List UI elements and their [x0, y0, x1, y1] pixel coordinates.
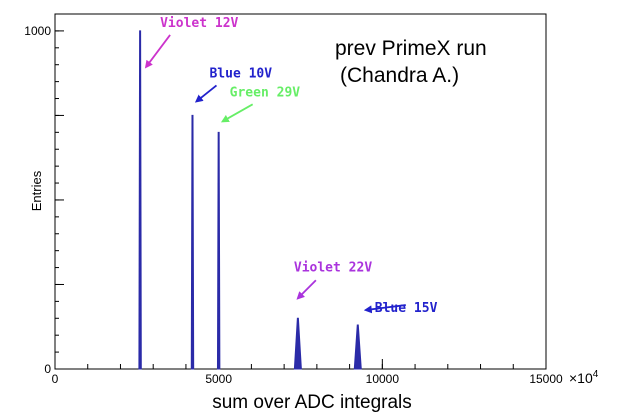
peak-label: Blue 15V: [375, 301, 438, 316]
peak-label: Blue 10V: [209, 66, 272, 81]
annotation-author: (Chandra A.): [340, 64, 459, 87]
y-tick-label: 1000: [24, 24, 51, 38]
y-axis: 0 1000: [24, 13, 64, 376]
peak-violet-12v: [138, 30, 142, 370]
peak-blue-15v: [353, 324, 362, 370]
peak-label: Green 29V: [230, 85, 301, 100]
peak-arrow: [194, 84, 218, 103]
histogram-series: [138, 30, 362, 370]
x-tick-label: 10000: [366, 372, 400, 386]
x-tick-label: 0: [52, 372, 59, 386]
peak-label: Violet 22V: [294, 260, 372, 275]
peak-blue-10v: [190, 114, 195, 370]
peak-arrow: [363, 304, 406, 314]
peak-green-29v: [216, 131, 221, 370]
peak-arrow: [220, 103, 254, 123]
x-axis-title: sum over ADC integrals: [212, 392, 412, 413]
x-tick-label: 15000: [529, 372, 563, 386]
peak-violet-22v: [293, 317, 302, 370]
x-axis: 0 5000 10000 15000: [52, 359, 563, 386]
peak-arrow: [144, 34, 171, 69]
peak-label: Violet 12V: [160, 16, 238, 31]
peak-arrow: [296, 279, 317, 300]
y-axis-title: Entries: [29, 170, 44, 211]
x-axis-exponent: ×104: [569, 369, 599, 386]
x-tick-label: 5000: [205, 372, 232, 386]
peak-annotations: Violet 12V Blue 10V Green 29V Violet 22V Blu…: [144, 16, 438, 316]
annotation-prev-run: prev PrimeX run: [335, 37, 487, 60]
y-tick-label: 0: [44, 362, 51, 376]
plot-frame: [54, 13, 547, 370]
